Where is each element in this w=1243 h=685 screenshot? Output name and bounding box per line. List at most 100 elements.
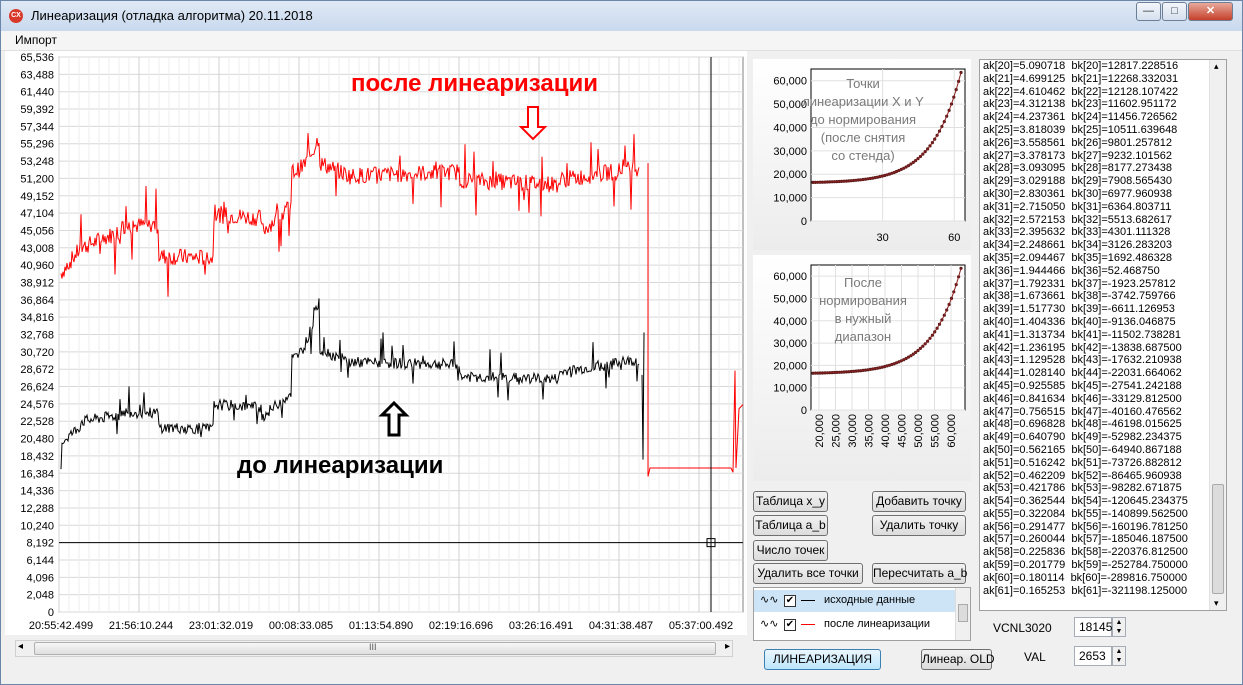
coef-row[interactable]: ak[46]=0.841634 bk[46]=-33129.812500	[983, 392, 1182, 405]
coef-row[interactable]: ak[47]=0.756515 bk[47]=-40160.476562	[983, 405, 1182, 418]
legend-item-linear[interactable]: ∿∿ ✔ после линеаризации	[754, 614, 956, 636]
coef-row[interactable]: ak[56]=0.291477 bk[56]=-160196.781250	[983, 520, 1188, 533]
coef-row[interactable]: ak[22]=4.610462 bk[22]=12128.107422	[983, 85, 1179, 98]
mini-y-tick: 50,000	[773, 99, 807, 111]
vcnl-spinner[interactable]: ▲ ▼	[1112, 617, 1126, 637]
coef-row[interactable]: ak[58]=0.225836 bk[58]=-220376.812500	[983, 546, 1188, 559]
delete-point-button[interactable]: Удалить точку	[872, 515, 966, 536]
val-spinner[interactable]: ▲ ▼	[1112, 646, 1126, 666]
menu-import[interactable]: Импорт	[15, 33, 57, 47]
linearize-button[interactable]: ЛИНЕАРИЗАЦИЯ	[764, 649, 881, 670]
y-tick-label: 6,144	[26, 555, 54, 567]
coef-row[interactable]: ak[29]=3.029188 bk[29]=7908.565430	[983, 175, 1173, 188]
coef-row[interactable]: ak[52]=0.462209 bk[52]=-86465.960938	[983, 469, 1182, 482]
coef-row[interactable]: ak[44]=1.028140 bk[44]=-22031.664062	[983, 367, 1182, 380]
coef-row[interactable]: ak[37]=1.792331 bk[37]=-1923.257812	[983, 277, 1176, 290]
coef-row[interactable]: ak[33]=2.395632 bk[33]=4301.111328	[983, 226, 1171, 239]
val-value-field[interactable]: 2653	[1074, 646, 1112, 666]
legend-checkbox[interactable]: ✔	[784, 619, 796, 631]
scroll-thumb[interactable]: III	[34, 642, 716, 655]
mini-y-tick: 60,000	[773, 271, 807, 283]
add-point-button[interactable]: Добавить точку	[872, 491, 966, 512]
y-tick-label: 45,056	[20, 225, 54, 237]
mini-x-tick: 55,000	[930, 414, 942, 448]
coef-row[interactable]: ak[38]=1.673661 bk[38]=-3742.759766	[983, 290, 1176, 303]
table-ab-button[interactable]: Таблица a_b	[753, 515, 828, 536]
mini-x-tick: 40,000	[880, 414, 892, 448]
mini-y-tick: 30,000	[773, 146, 807, 158]
coef-row[interactable]: ak[59]=0.201779 bk[59]=-252784.750000	[983, 559, 1188, 572]
coef-row[interactable]: ak[60]=0.180114 bk[60]=-289816.750000	[983, 571, 1188, 584]
legend-scroll-thumb[interactable]	[958, 604, 968, 622]
coef-row[interactable]: ak[43]=1.129528 bk[43]=-17632.210938	[983, 354, 1182, 367]
linear-old-button[interactable]: Линеар. OLD	[921, 649, 995, 670]
scroll-left-icon[interactable]: ◂	[18, 641, 24, 652]
coef-row[interactable]: ak[42]=1.236195 bk[42]=-13838.687500	[983, 341, 1182, 354]
coef-row[interactable]: ak[31]=2.715050 bk[31]=6364.803711	[983, 200, 1172, 213]
legend-scrollbar[interactable]	[955, 588, 970, 640]
coef-row[interactable]: ak[35]=2.094467 bk[35]=1692.486328	[983, 251, 1173, 264]
delete-all-points-button[interactable]: Удалить все точки	[753, 563, 863, 584]
x-tick-label: 01:13:54.890	[349, 620, 413, 632]
scroll-right-icon[interactable]: ▸	[724, 641, 730, 652]
mini-x-tick: 60,000	[946, 414, 958, 448]
vcnl-value-field[interactable]: 18145	[1074, 617, 1112, 637]
coef-row[interactable]: ak[61]=0.165253 bk[61]=-321198.125000	[983, 584, 1188, 597]
legend-checkbox[interactable]: ✔	[784, 595, 796, 607]
recalc-ab-button[interactable]: Пересчитать a_b	[872, 563, 967, 584]
mini-x-tick: 30	[876, 232, 888, 244]
coef-row[interactable]: ak[26]=3.558561 bk[26]=9801.257812	[983, 136, 1173, 149]
coef-row[interactable]: ak[41]=1.313734 bk[41]=-11502.738281	[983, 328, 1181, 341]
coef-row[interactable]: ak[53]=0.421786 bk[53]=-98282.671875	[983, 482, 1182, 495]
coef-row[interactable]: ak[51]=0.516242 bk[51]=-73726.882812	[983, 456, 1182, 469]
coef-row[interactable]: ak[21]=4.699125 bk[21]=12268.332031	[983, 72, 1179, 85]
mini-chart-after-norm: 60,000 50,000 40,000 30,000 20,000 10,000 0 20,…	[753, 255, 971, 481]
coef-row[interactable]: ak[57]=0.260044 bk[57]=-185046.187500	[983, 533, 1188, 546]
data-point	[811, 371, 815, 375]
coefficient-list[interactable]: ak[20]=5.090718 bk[20]=12817.228516 ak[21…	[979, 59, 1227, 611]
y-tick-label: 20,480	[20, 434, 54, 446]
coef-row[interactable]: ak[30]=2.830361 bk[30]=6977.960938	[983, 187, 1173, 200]
legend-label-raw: исходные данные	[824, 594, 916, 606]
coef-row[interactable]: ak[24]=4.237361 bk[24]=11456.726562	[983, 111, 1178, 124]
y-tick-label: 57,344	[20, 121, 54, 133]
coef-row[interactable]: ak[20]=5.090718 bk[20]=12817.228516	[983, 60, 1179, 72]
minimize-button[interactable]: —	[1136, 2, 1161, 21]
main-chart[interactable]: 65,536 63,488 61,440 59,392 57,344 55,296 53,2…	[5, 51, 747, 635]
y-tick-label: 47,104	[20, 208, 54, 220]
coef-row[interactable]: ak[50]=0.562165 bk[50]=-64940.867188	[983, 443, 1182, 456]
coef-row[interactable]: ak[45]=0.925585 bk[45]=-27541.242188	[983, 379, 1182, 392]
mini-y-tick: 40,000	[773, 122, 807, 134]
coef-row[interactable]: ak[49]=0.640790 bk[49]=-52982.234375	[983, 431, 1182, 444]
coef-row[interactable]: ak[48]=0.696828 bk[48]=-46198.015625	[983, 418, 1182, 431]
list-scroll-thumb[interactable]	[1212, 484, 1224, 594]
table-xy-button[interactable]: Таблица x_y	[753, 491, 828, 512]
coef-row[interactable]: ak[54]=0.362544 bk[54]=-120645.234375	[983, 495, 1188, 508]
coef-row[interactable]: ak[36]=1.944466 bk[36]=52.468750	[983, 264, 1160, 277]
coef-row[interactable]: ak[55]=0.322084 bk[55]=-140899.562500	[983, 507, 1188, 520]
coef-row[interactable]: ak[27]=3.378173 bk[27]=9232.101562	[983, 149, 1173, 162]
y-tick-label: 24,576	[20, 399, 54, 411]
coef-row[interactable]: ak[28]=3.093095 bk[28]=8177.273438	[983, 162, 1173, 175]
y-tick-label: 8,192	[26, 538, 54, 550]
legend-item-raw[interactable]: ∿∿ ✔ исходные данные	[754, 590, 956, 612]
mini-chart-caption: до нормирования	[810, 112, 916, 127]
chart-horizontal-scrollbar[interactable]: ◂ III ▸	[15, 640, 733, 657]
series-line-linearized	[60, 133, 640, 297]
coef-row[interactable]: ak[32]=2.572153 bk[32]=5513.682617	[983, 213, 1173, 226]
coef-row[interactable]: ak[39]=1.517730 bk[39]=-6611.126953	[983, 303, 1175, 316]
scroll-down-icon[interactable]: ▾	[1214, 598, 1219, 608]
coef-row[interactable]: ak[40]=1.404336 bk[40]=-9136.046875	[983, 315, 1176, 328]
mini-chart-caption: (после снятия	[821, 130, 906, 145]
coef-row[interactable]: ak[23]=4.312138 bk[23]=11602.951172	[983, 98, 1177, 111]
coefficient-list-scrollbar[interactable]: ▴ ▾	[1209, 60, 1226, 610]
coef-row[interactable]: ak[34]=2.248661 bk[34]=3126.283203	[983, 239, 1173, 252]
maximize-button[interactable]: □	[1162, 2, 1187, 21]
close-button[interactable]: ✕	[1188, 2, 1233, 21]
num-points-button[interactable]: Число точек	[753, 540, 828, 561]
mini-x-tick: 20,000	[814, 414, 826, 448]
mini-y-tick: 20,000	[773, 169, 807, 181]
coef-row[interactable]: ak[25]=3.818039 bk[25]=10511.639648	[983, 123, 1178, 136]
scroll-up-icon[interactable]: ▴	[1214, 61, 1219, 71]
